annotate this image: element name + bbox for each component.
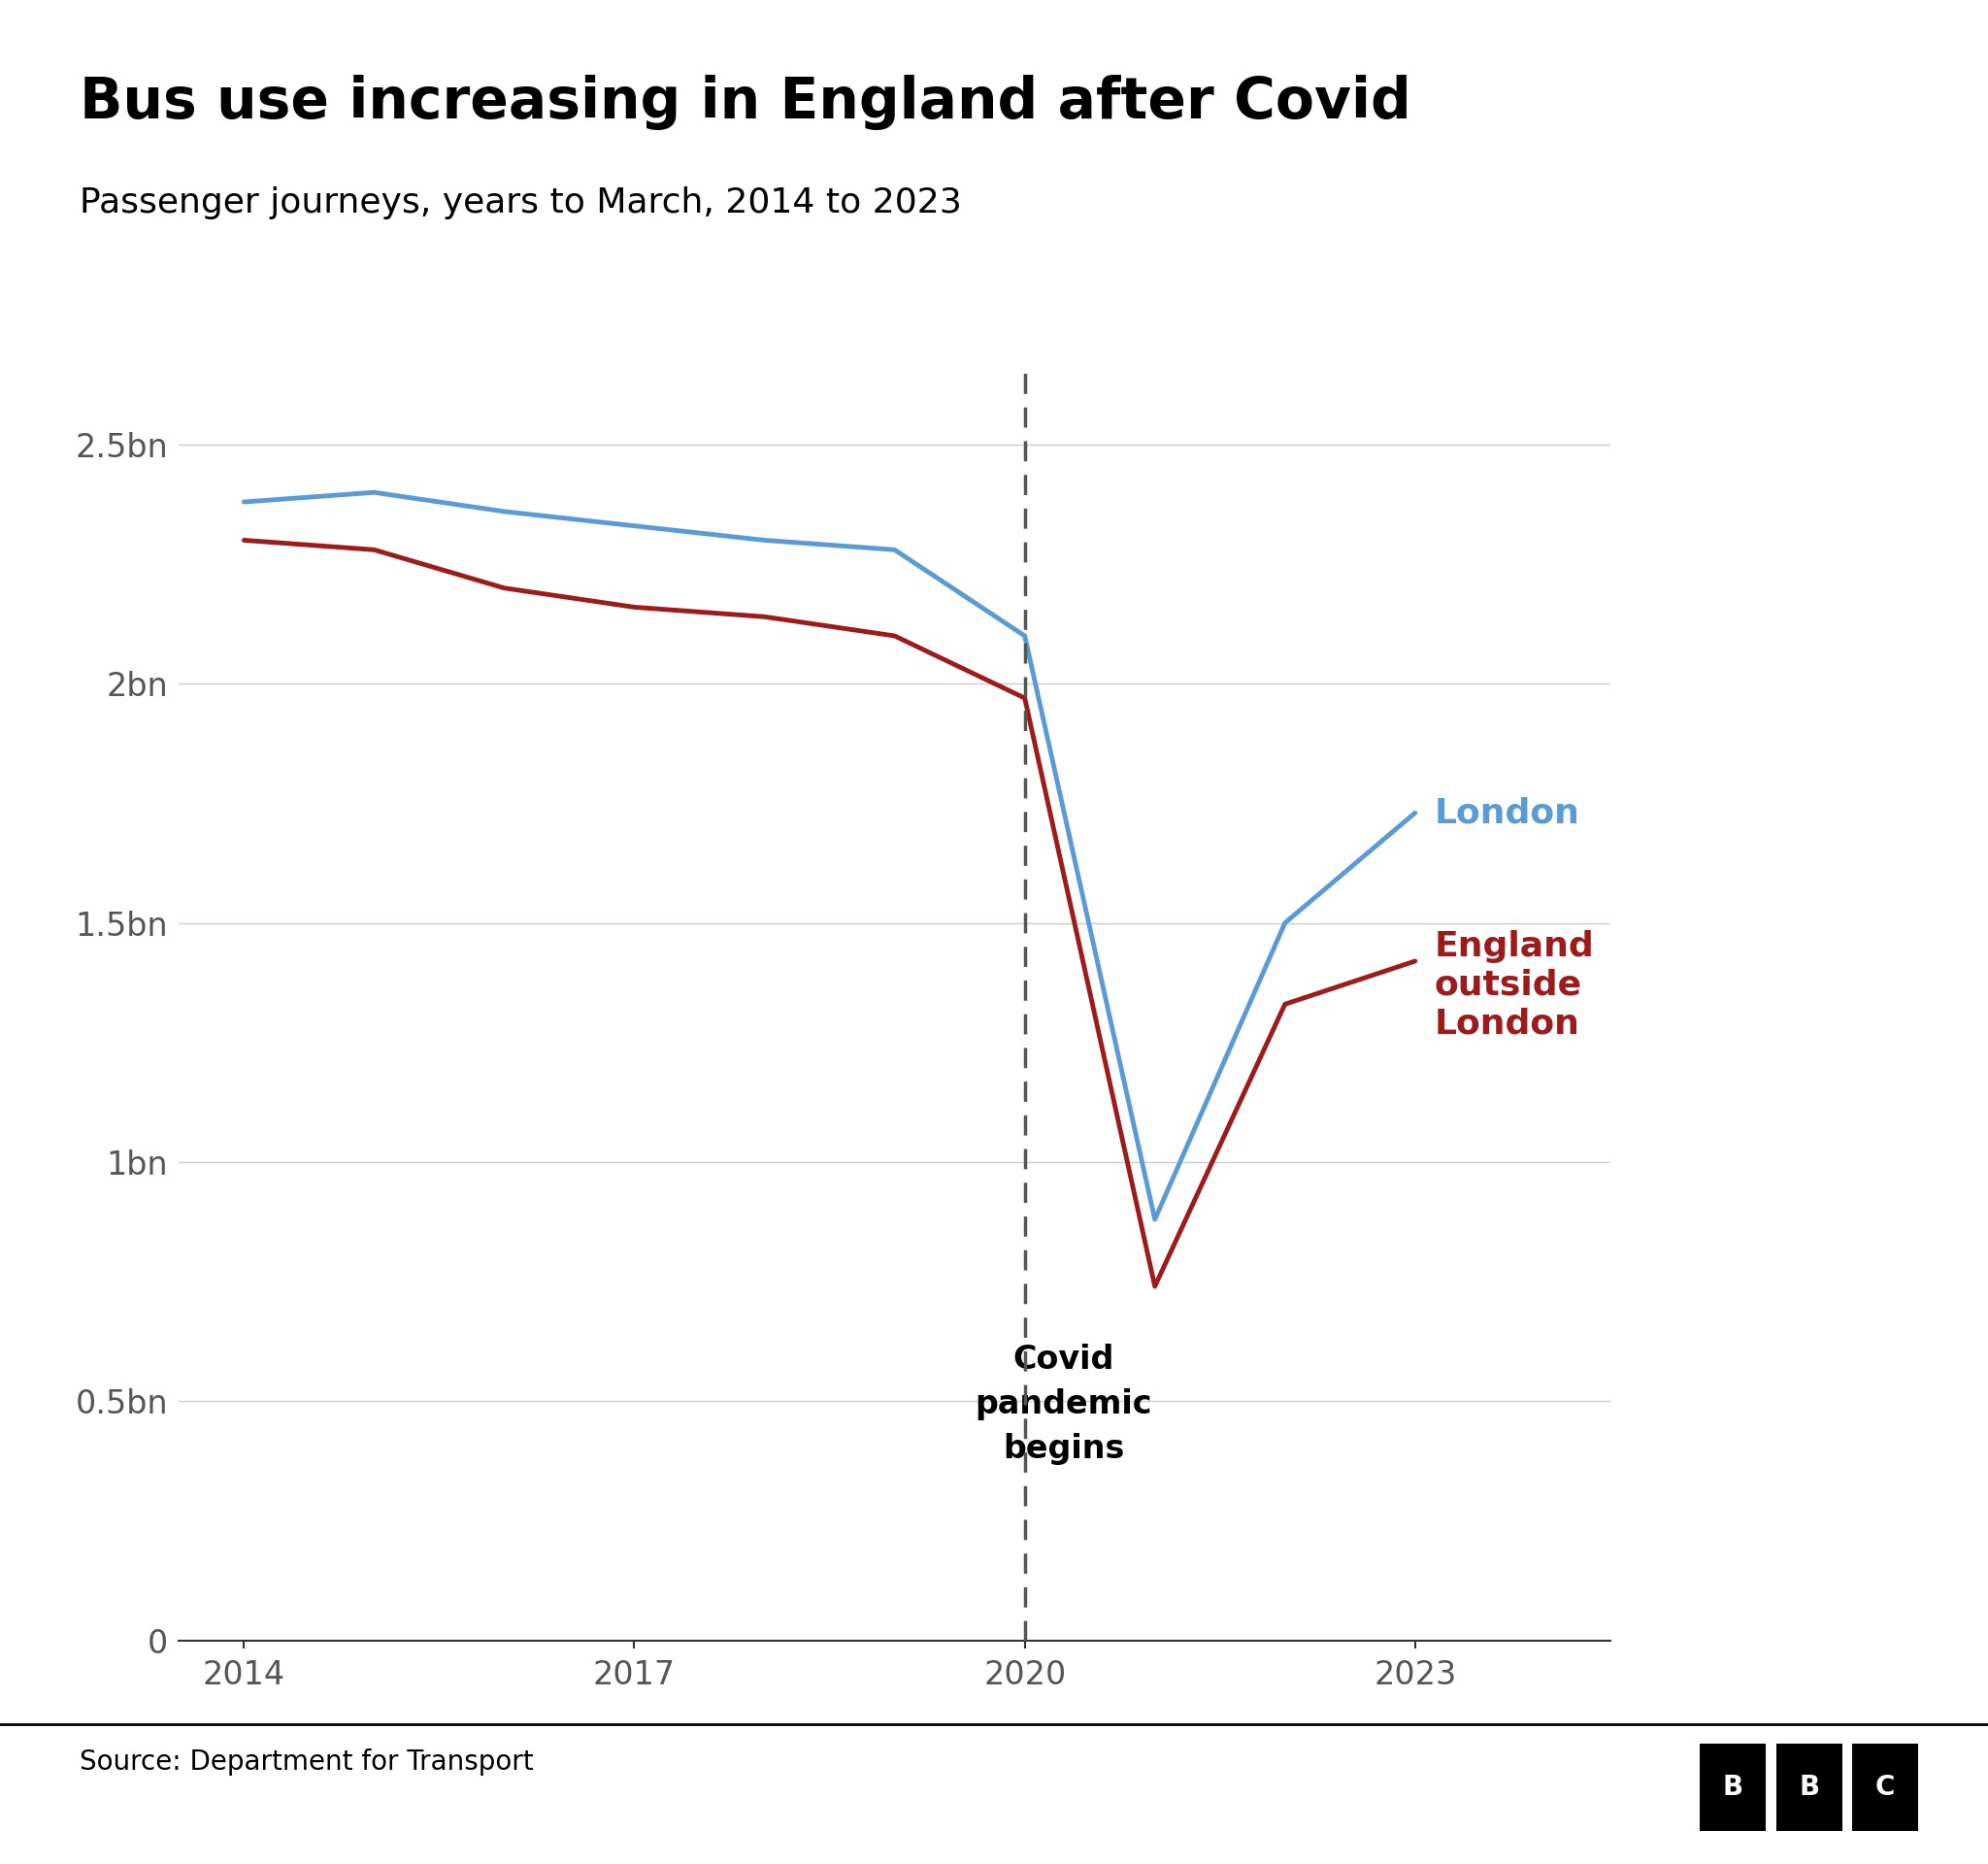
Text: Covid
pandemic
begins: Covid pandemic begins <box>976 1344 1153 1465</box>
Text: Bus use increasing in England after Covid: Bus use increasing in England after Covi… <box>80 75 1411 130</box>
FancyBboxPatch shape <box>1700 1745 1765 1830</box>
Text: Passenger journeys, years to March, 2014 to 2023: Passenger journeys, years to March, 2014… <box>80 186 962 220</box>
Text: B: B <box>1799 1775 1819 1801</box>
Text: Source: Department for Transport: Source: Department for Transport <box>80 1748 533 1776</box>
FancyBboxPatch shape <box>1853 1745 1918 1830</box>
Text: C: C <box>1875 1775 1895 1801</box>
Text: B: B <box>1724 1775 1743 1801</box>
Text: London: London <box>1435 796 1580 829</box>
FancyBboxPatch shape <box>1775 1745 1843 1830</box>
Text: England
outside
London: England outside London <box>1435 930 1594 1040</box>
